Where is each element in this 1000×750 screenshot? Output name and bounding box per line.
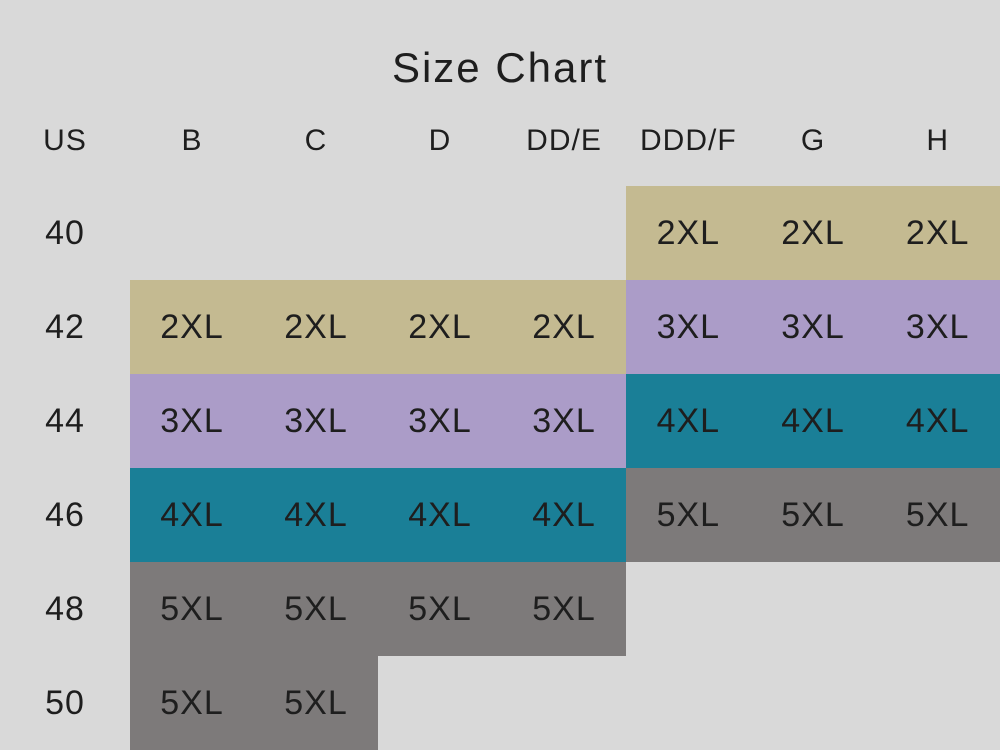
size-cell: 5XL (254, 656, 378, 750)
size-cell: 4XL (130, 468, 254, 562)
row-label-44: 44 (45, 401, 85, 440)
size-cell (626, 656, 751, 750)
chart-title: Size Chart (391, 44, 609, 91)
size-cell: 3XL (875, 280, 1000, 374)
row-label-42: 42 (45, 307, 85, 346)
size-cell (626, 562, 751, 656)
size-cell: 3XL (254, 374, 378, 468)
row-label-50: 50 (45, 683, 85, 722)
column-header-ddd-f: DDD/F (640, 124, 737, 157)
size-cell (254, 186, 378, 280)
size-cell: 4XL (254, 468, 378, 562)
size-cell: 5XL (750, 468, 876, 562)
column-header-d: D (428, 124, 452, 157)
size-cell: 2XL (626, 186, 751, 280)
size-cell: 3XL (378, 374, 502, 468)
size-cell (502, 186, 626, 280)
size-cell: 3XL (130, 374, 254, 468)
size-cell: 2XL (875, 186, 1000, 280)
row-label-46: 46 (45, 495, 85, 534)
size-cell: 2XL (378, 280, 502, 374)
size-cell: 5XL (378, 562, 502, 656)
size-cell: 5XL (130, 562, 254, 656)
column-header-c: C (304, 124, 328, 157)
size-cell: 4XL (875, 374, 1000, 468)
column-header-b: B (181, 124, 203, 157)
size-cell (378, 656, 502, 750)
size-cell: 2XL (750, 186, 876, 280)
size-cell: 2XL (502, 280, 626, 374)
size-cell: 5XL (130, 656, 254, 750)
size-cell: 5XL (254, 562, 378, 656)
size-cell: 5XL (875, 468, 1000, 562)
row-label-48: 48 (45, 589, 85, 628)
size-cell: 3XL (750, 280, 876, 374)
size-table: US B C D DD/E DDD/F G H 40 2XL 2XL 2XL 42 2XL 2XL 2XL 2X… (0, 96, 1000, 750)
size-cell: 4XL (750, 374, 876, 468)
row-label-40: 40 (45, 213, 85, 252)
size-cell (875, 562, 1000, 656)
size-cell: 4XL (502, 468, 626, 562)
size-cell (130, 186, 254, 280)
size-cell (502, 656, 626, 750)
size-cell (875, 656, 1000, 750)
size-cell: 5XL (502, 562, 626, 656)
size-cell: 3XL (626, 280, 751, 374)
column-header-us: US (43, 124, 87, 157)
column-header-g: G (800, 124, 826, 157)
size-cell: 3XL (502, 374, 626, 468)
size-cell: 4XL (378, 468, 502, 562)
size-cell: 2XL (254, 280, 378, 374)
size-cell: 2XL (130, 280, 254, 374)
size-cell (751, 656, 876, 750)
column-header-h: H (926, 124, 949, 157)
column-header-dd-e: DD/E (526, 124, 602, 157)
size-cell (751, 562, 876, 656)
size-cell: 5XL (626, 468, 751, 562)
size-cell (378, 186, 502, 280)
size-cell: 4XL (626, 374, 751, 468)
